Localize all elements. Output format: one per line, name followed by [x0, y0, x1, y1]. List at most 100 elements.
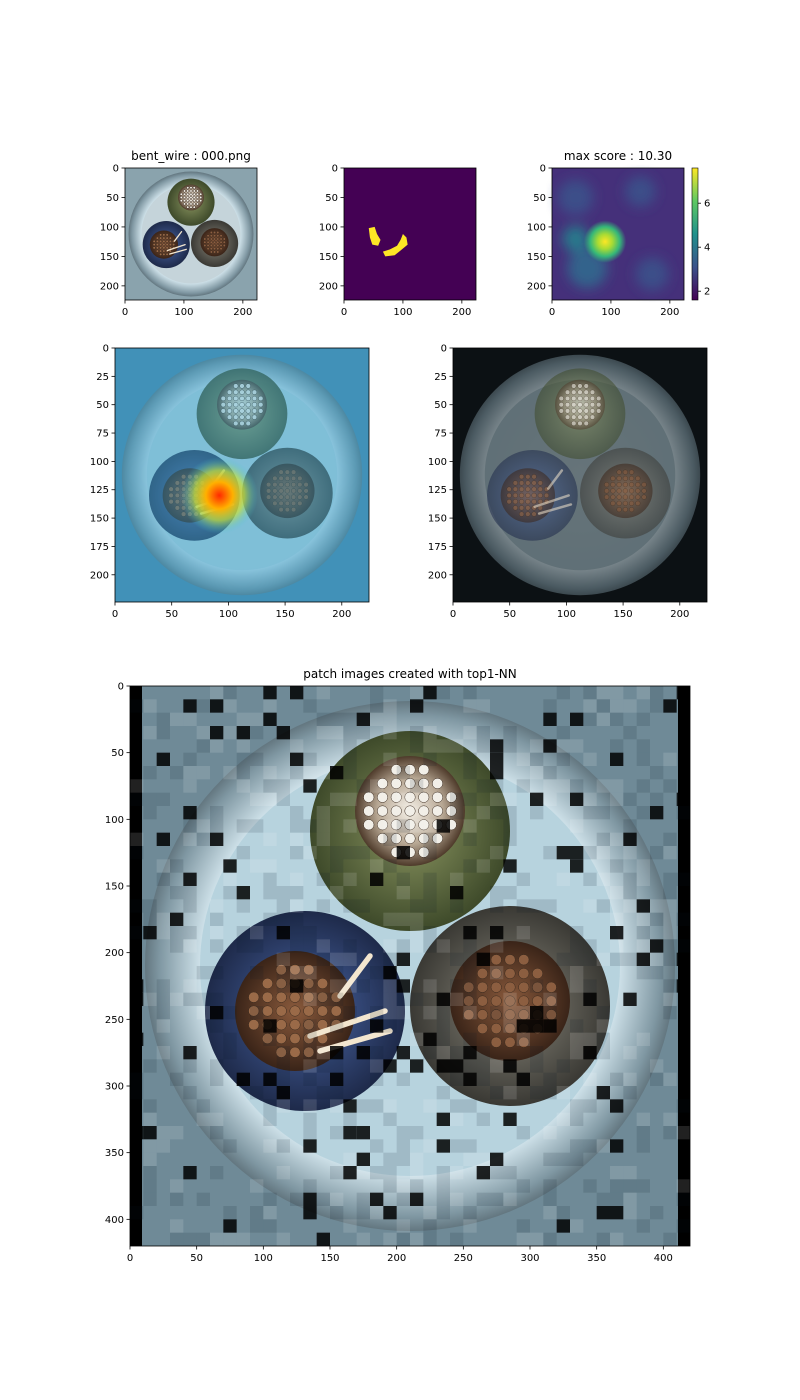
y-tick-label: 150: [428, 514, 447, 525]
heatmap-hotspot: [583, 220, 627, 263]
x-tick-label: 0: [450, 609, 456, 620]
y-tick-label: 100: [527, 222, 546, 233]
x-tick-label: 50: [190, 1253, 203, 1264]
axes-frame: [124, 167, 258, 301]
x-tick-label: 0: [122, 307, 128, 318]
y-tick-label: 250: [105, 1015, 124, 1026]
panel-overlay_dark: [453, 348, 707, 602]
x-tick-label: 200: [332, 609, 351, 620]
colorbar-tick-label: 2: [704, 287, 710, 298]
y-tick-label: 0: [103, 344, 109, 355]
mosaic-tiles: [130, 686, 690, 1246]
y-tick-label: 100: [90, 457, 109, 468]
x-tick-label: 100: [219, 609, 238, 620]
x-tick-label: 50: [503, 609, 516, 620]
patch-mosaic: [130, 686, 690, 1246]
x-tick-label: 0: [112, 609, 118, 620]
x-tick-label: 400: [654, 1253, 673, 1264]
wire-strands: [152, 186, 226, 256]
y-tick-label: 200: [319, 281, 338, 292]
x-tick-label: 0: [127, 1253, 133, 1264]
x-tick-label: 150: [276, 609, 295, 620]
y-tick-label: 300: [105, 1082, 124, 1093]
mask-defect-region: [368, 226, 381, 246]
y-tick-label: 200: [527, 281, 546, 292]
y-tick-label: 50: [111, 748, 124, 759]
y-tick-label: 0: [540, 164, 546, 175]
y-tick-label: 175: [428, 542, 447, 553]
x-tick-label: 100: [601, 307, 620, 318]
y-tick-label: 200: [428, 570, 447, 581]
axes-patch_reconstruction: 0 50 100 150 200 250 300 350 400 0 50 100 150 200 250 3…: [105, 667, 691, 1264]
colorbar-tick-label: 4: [704, 243, 710, 254]
y-tick-label: 0: [118, 682, 124, 693]
x-tick-label: 0: [341, 307, 347, 318]
y-tick-label: 150: [527, 252, 546, 263]
wire-strands: [168, 383, 309, 517]
y-tick-label: 75: [96, 429, 109, 440]
y-tick-label: 50: [106, 193, 119, 204]
y-tick-label: 50: [96, 400, 109, 411]
x-tick-label: 150: [614, 609, 633, 620]
panel-ground_truth_mask: [344, 168, 476, 300]
x-tick-label: 200: [387, 1253, 406, 1264]
x-tick-label: 100: [557, 609, 576, 620]
y-tick-label: 350: [105, 1148, 124, 1159]
panel-title: patch images created with top1-NN: [303, 667, 517, 681]
y-tick-label: 100: [428, 457, 447, 468]
y-tick-label: 0: [332, 164, 338, 175]
panel-title: max score : 10.30: [564, 149, 672, 163]
y-tick-label: 150: [105, 882, 124, 893]
x-tick-label: 200: [452, 307, 471, 318]
y-tick-label: 75: [434, 429, 447, 440]
y-tick-label: 150: [319, 252, 338, 263]
x-tick-label: 100: [393, 307, 412, 318]
y-tick-label: 25: [434, 372, 447, 383]
axes-anomaly_map: 0 100 200 0 50 100 150 200 max score : 10.30: [527, 149, 685, 318]
y-tick-label: 400: [105, 1215, 124, 1226]
x-tick-label: 350: [587, 1253, 606, 1264]
colorbar: 2 4 6: [691, 167, 710, 301]
x-tick-label: 250: [454, 1253, 473, 1264]
mosaic-border-left: [130, 686, 142, 1246]
axes-overlay_heatmap: 0 50 100 150 200 0 25 50 75 100 125 150 175 200: [90, 344, 370, 620]
y-tick-label: 125: [428, 485, 447, 496]
overlay-hotspot: [180, 456, 258, 534]
x-tick-label: 0: [549, 307, 555, 318]
axes-frame: [452, 347, 708, 603]
y-tick-label: 50: [434, 400, 447, 411]
x-tick-label: 100: [174, 307, 193, 318]
panel-title: bent_wire : 000.png: [131, 149, 251, 163]
y-tick-label: 0: [441, 344, 447, 355]
y-tick-label: 200: [105, 948, 124, 959]
bent-wire-defect: [533, 469, 573, 515]
panel-input: [125, 168, 257, 300]
mask-background: [344, 168, 476, 300]
y-tick-label: 25: [96, 372, 109, 383]
panel-anomaly_map: [552, 168, 684, 300]
axes-frame: [114, 347, 370, 603]
mask-defect-region: [382, 234, 408, 257]
panel-overlay_heatmap: [115, 348, 369, 602]
y-tick-label: 100: [100, 222, 119, 233]
x-tick-label: 200: [670, 609, 689, 620]
axes-ground_truth_mask: 0 100 200 0 50 100 150 200: [319, 164, 477, 318]
y-tick-label: 150: [90, 514, 109, 525]
y-tick-label: 200: [100, 281, 119, 292]
y-tick-label: 175: [90, 542, 109, 553]
colorbar-tick-label: 6: [704, 199, 710, 210]
axes-frame: [343, 167, 477, 301]
y-tick-label: 0: [113, 164, 119, 175]
axes-frame: [551, 167, 685, 301]
panel-patch_reconstruction: [130, 686, 690, 1246]
y-tick-label: 100: [319, 222, 338, 233]
axes-overlay_dark: 0 50 100 150 200 0 25 50 75 100 125 150 175 200: [428, 344, 708, 620]
y-tick-label: 125: [90, 485, 109, 496]
y-tick-label: 150: [100, 252, 119, 263]
bent-wire-defect: [166, 230, 187, 255]
y-tick-label: 50: [325, 193, 338, 204]
wire-strands: [506, 383, 647, 517]
colorbar-gradient: [691, 167, 699, 301]
x-tick-label: 50: [165, 609, 178, 620]
